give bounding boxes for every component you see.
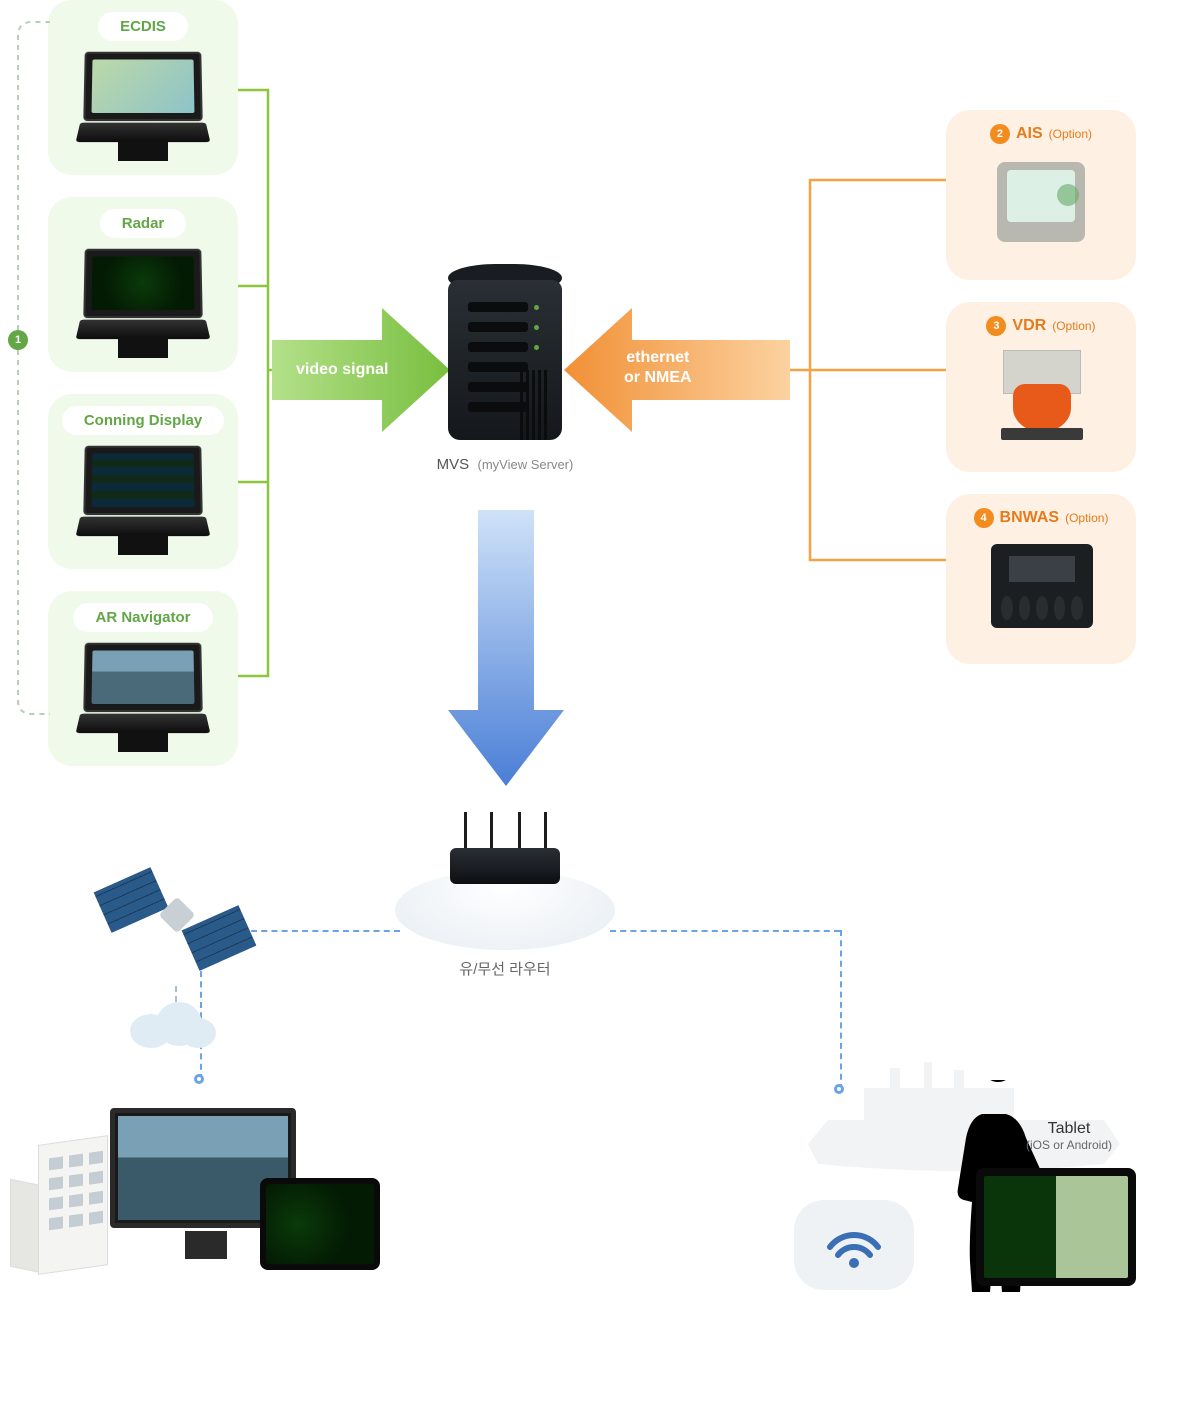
badge-2: 2 [990,124,1010,144]
left-card-conning: Conning Display [48,394,238,569]
terminal-icon [78,638,208,748]
badge-4: 4 [974,508,994,528]
server-label: MVS (myView Server) [430,456,580,473]
link-end-dot [194,1074,204,1084]
server-title: MVS [437,456,470,473]
left-card-radar: Radar [48,197,238,372]
orange-connector-lines [780,120,960,700]
left-card-ecdis: ECDIS [48,0,238,175]
bnwas-device-icon [991,538,1091,638]
arrow-ethernet-line1: ethernet [626,349,689,366]
right-card-option: (Option) [1065,511,1108,525]
diagram-canvas: ECDIS Radar Conning Display AR Navigator [0,0,1184,1425]
tablet-label: Tablet (iOS or Android) [1026,1120,1112,1152]
left-card-label: ECDIS [98,12,188,41]
terminal-icon [78,47,208,157]
tablet-device-icon [976,1168,1136,1286]
right-card-title: AIS [1016,125,1043,143]
tablet-title: Tablet [1048,1120,1091,1137]
right-card-option: (Option) [1049,127,1092,141]
arrow-down-blue [446,510,566,790]
left-source-column: ECDIS Radar Conning Display AR Navigator [48,0,238,788]
arrow-label-ethernet: ethernet or NMEA [624,348,692,388]
ais-device-icon [991,154,1091,254]
vdr-device-icon [991,346,1091,446]
badge-number: 1 [15,334,21,346]
tablet-subtitle: (iOS or Android) [1026,1138,1112,1152]
right-card-bnwas: 4 BNWAS (Option) [946,494,1136,664]
terminal-icon [78,441,208,551]
arrow-ethernet-line2: or NMEA [624,369,692,386]
left-card-label: Radar [100,209,187,238]
right-card-ais: 2 AIS (Option) [946,110,1136,280]
left-card-ar-navigator: AR Navigator [48,591,238,766]
router-label: 유/무선 라우터 [390,958,620,979]
arrow-label-video: video signal [296,360,388,380]
right-card-option: (Option) [1052,319,1095,333]
satellite-icon [100,870,270,1010]
monitor-cluster-icon [110,1100,370,1290]
right-option-column: 2 AIS (Option) 3 VDR (Option) 4 BNWAS (O… [946,110,1136,686]
dashed-link-right [610,930,840,932]
router-block: 유/무선 라우터 [390,870,620,979]
cloud-icon [130,1000,216,1050]
right-card-vdr: 3 VDR (Option) [946,302,1136,472]
left-card-label: Conning Display [62,406,224,435]
terminal-icon [78,244,208,354]
right-card-title: VDR [1012,317,1046,335]
badge-3: 3 [986,316,1006,336]
router-icon [450,826,560,886]
server-block: MVS (myView Server) [430,260,580,473]
server-subtitle: (myView Server) [478,457,574,472]
left-card-label: AR Navigator [73,603,212,632]
wifi-icon [794,1200,914,1290]
badge-1: 1 [8,330,28,350]
right-card-title: BNWAS [1000,509,1060,527]
server-icon [440,260,570,450]
